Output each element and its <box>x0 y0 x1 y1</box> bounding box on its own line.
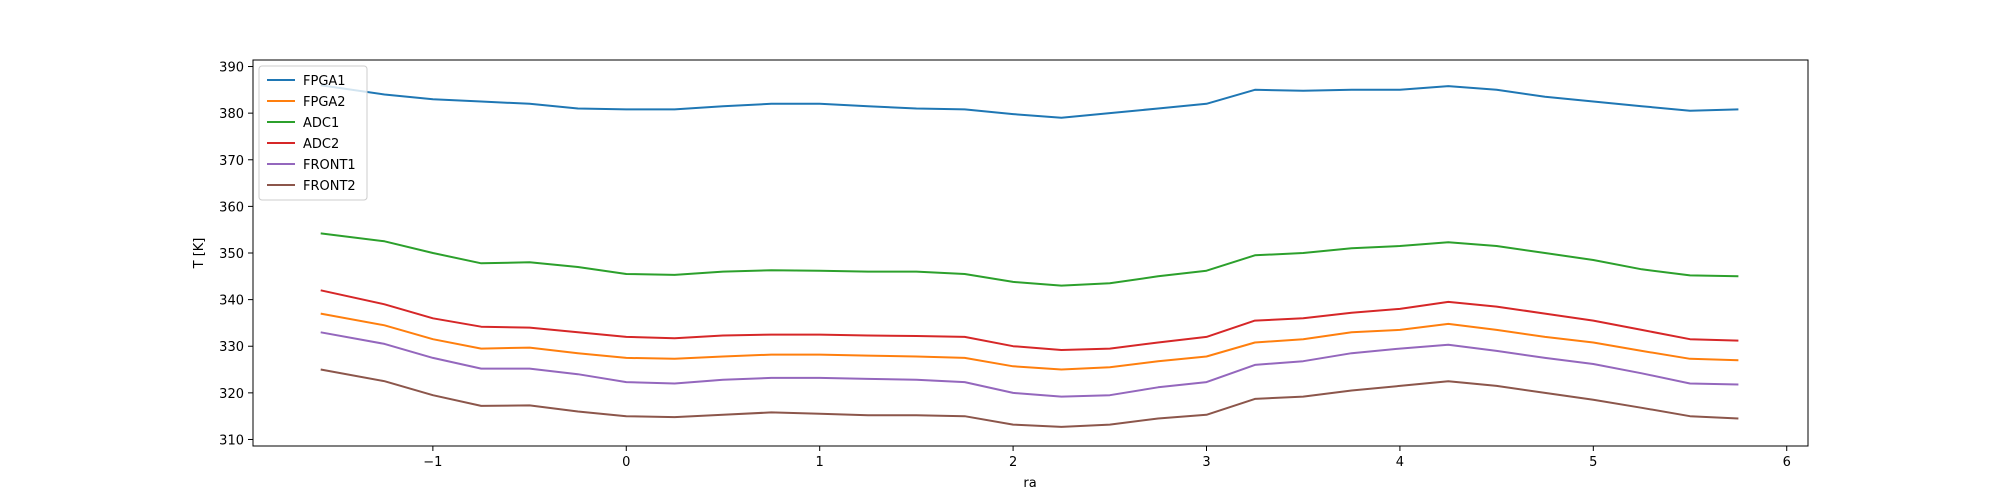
line-series <box>320 289 1739 351</box>
legend-label: FRONT1 <box>303 158 356 173</box>
legend-label: FRONT2 <box>303 179 356 194</box>
x-tick-label: 1 <box>816 455 824 470</box>
legend-label: FPGA2 <box>303 95 346 110</box>
y-tick-label: 340 <box>219 294 244 309</box>
x-tick-label: 2 <box>1009 455 1017 470</box>
x-axis-label: ra <box>1023 476 1036 491</box>
line-series <box>320 84 1739 119</box>
legend-box <box>258 65 368 201</box>
y-tick-label: 360 <box>219 200 244 215</box>
y-axis-label: T [K] <box>192 238 207 270</box>
y-tick-label: 390 <box>219 61 244 76</box>
legend-label: ADC1 <box>303 116 339 131</box>
line-series <box>320 331 1739 398</box>
y-tick-label: 310 <box>219 433 244 448</box>
legend-label: FPGA1 <box>303 74 346 89</box>
x-tick-label: 3 <box>1202 455 1210 470</box>
line-series <box>320 312 1739 371</box>
y-tick-label: 320 <box>219 387 244 402</box>
x-tick-label: 5 <box>1589 455 1597 470</box>
y-tick-label: 370 <box>219 154 244 169</box>
y-tick-label: 350 <box>219 247 244 262</box>
plot-area <box>252 59 1809 447</box>
line-series <box>320 232 1739 287</box>
x-tick-label: 6 <box>1783 455 1791 470</box>
x-tick-label: −1 <box>423 455 442 470</box>
legend-label: ADC2 <box>303 137 339 152</box>
y-tick-label: 380 <box>219 107 244 122</box>
line-series <box>320 368 1739 428</box>
x-tick-label: 0 <box>622 455 630 470</box>
x-tick-label: 4 <box>1396 455 1404 470</box>
y-tick-label: 330 <box>219 340 244 355</box>
